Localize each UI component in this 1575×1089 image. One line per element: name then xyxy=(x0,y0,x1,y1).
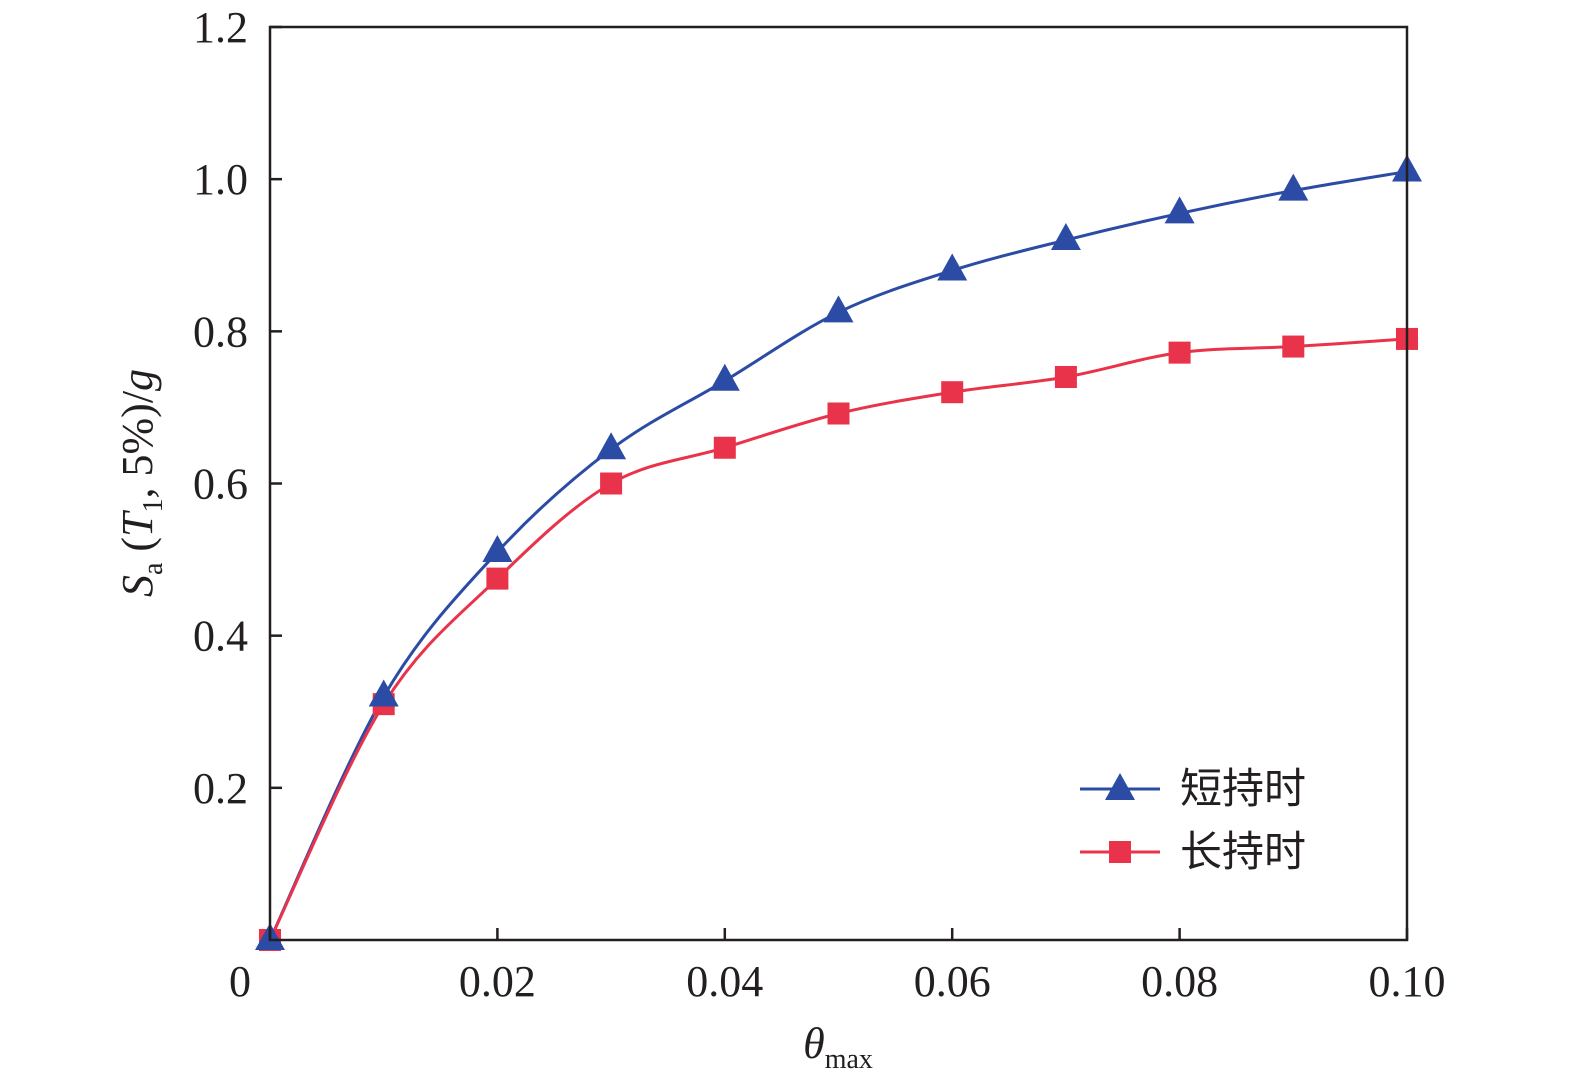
y-axis-title-open: ( xyxy=(113,537,162,563)
data-point-square xyxy=(713,436,736,459)
y-axis-title-t: T xyxy=(113,509,162,537)
data-point-square xyxy=(827,402,850,425)
x-tick-label: 0.08 xyxy=(1141,957,1218,1006)
y-axis-title-s: S xyxy=(113,575,162,597)
data-point-triangle xyxy=(368,679,399,707)
data-point-triangle xyxy=(596,432,627,460)
y-axis-title: Sa (T1, 5%)/g xyxy=(113,369,169,597)
data-point-triangle xyxy=(709,363,740,391)
x-axis-title-sub: max xyxy=(825,1044,873,1075)
x-tick-label: 0.06 xyxy=(914,957,991,1006)
x-axis-title-main: θ xyxy=(803,1019,825,1068)
data-point-square xyxy=(1168,341,1191,364)
data-point-triangle xyxy=(937,253,968,281)
data-point-square xyxy=(486,567,509,590)
data-point-square xyxy=(1282,335,1305,358)
y-tick-label: 1.0 xyxy=(193,155,248,204)
y-tick-label: 0.4 xyxy=(193,612,248,661)
data-point-triangle xyxy=(1278,173,1309,201)
y-axis-title-s-sub: a xyxy=(138,562,169,575)
legend-marker-triangle xyxy=(1105,773,1135,800)
x-tick-label: 0.04 xyxy=(686,957,763,1006)
y-tick-label: 0.2 xyxy=(193,764,248,813)
series-line-short-duration xyxy=(268,170,1408,941)
curves-layer xyxy=(268,170,1408,941)
y-tick-label: 1.2 xyxy=(193,3,248,52)
ticks-layer: 0 0.02 0.04 0.06 0.08 0.10 0.2 0.4 0.6 0.8 1.0 1.2 xyxy=(193,3,1446,1006)
x-tick-label: 0.02 xyxy=(459,957,536,1006)
legend-label-long: 长持时 xyxy=(1180,827,1306,876)
data-point-square xyxy=(941,381,964,404)
legend-label-short: 短持时 xyxy=(1180,764,1306,813)
data-point-triangle xyxy=(823,295,854,323)
series-line-long-duration xyxy=(268,337,1408,941)
data-point-triangle xyxy=(482,534,513,562)
x-tick-label: 0.10 xyxy=(1369,957,1446,1006)
y-tick-label: 0.8 xyxy=(193,307,248,356)
x-tick-label: 0 xyxy=(229,957,251,1006)
legend: 短持时 长持时 xyxy=(1080,764,1306,876)
y-axis-title-t-sub: 1 xyxy=(138,498,169,512)
y-axis-title-g: g xyxy=(113,369,162,391)
data-point-triangle xyxy=(1164,196,1195,224)
y-axis-title-rest: , 5%)/ xyxy=(113,390,162,498)
legend-marker-square xyxy=(1109,841,1131,863)
markers-layer xyxy=(255,154,1422,951)
data-point-square xyxy=(1054,365,1077,388)
data-point-square xyxy=(600,472,623,495)
y-tick-label: 0.6 xyxy=(193,460,248,509)
x-axis-title: θmax xyxy=(803,1019,873,1075)
data-point-triangle xyxy=(1050,223,1081,251)
